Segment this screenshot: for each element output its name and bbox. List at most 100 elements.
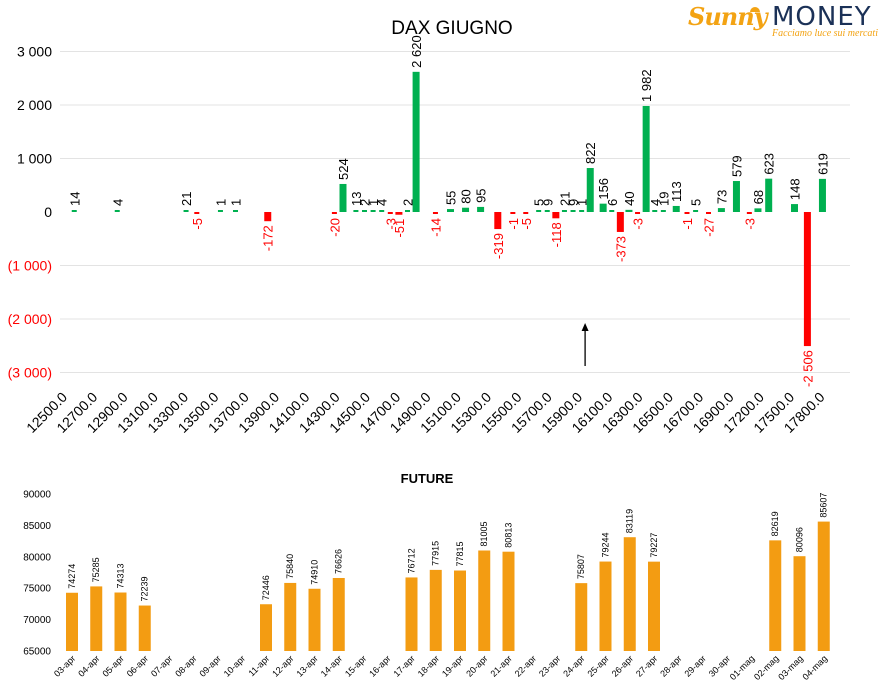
x-tick-label: 01-mag — [728, 653, 757, 682]
bar — [405, 577, 418, 651]
x-tick-label: 17-apr — [391, 653, 416, 678]
data-label: 68 — [751, 190, 766, 204]
data-label: 75807 — [576, 554, 586, 579]
bar — [616, 212, 624, 232]
bar — [552, 212, 560, 219]
x-tick-label: 09-apr — [197, 653, 222, 678]
bar — [684, 212, 690, 214]
x-tick-label: 11-apr — [246, 653, 271, 678]
future-chart-title: FUTURE — [401, 471, 454, 486]
bar — [635, 212, 641, 214]
data-label: 5 — [532, 199, 547, 206]
bar — [432, 212, 438, 214]
x-tick-label: 04-mag — [801, 653, 830, 682]
data-label: 9 — [540, 199, 555, 206]
bar — [561, 210, 567, 212]
bar — [260, 604, 272, 651]
data-label: 74274 — [67, 564, 77, 589]
bar — [570, 210, 576, 212]
data-label: 2 — [401, 199, 416, 206]
data-label: -2 506 — [800, 350, 815, 387]
data-label: 579 — [729, 155, 744, 177]
data-label: 95 — [474, 188, 489, 202]
data-label: 40 — [622, 191, 637, 205]
x-tick-label: 26-apr — [610, 653, 635, 678]
x-tick-label: 23-apr — [537, 653, 562, 678]
bar — [765, 178, 773, 212]
bar — [66, 592, 78, 651]
x-tick-label: 10-apr — [222, 653, 247, 678]
data-label: 1 — [213, 199, 228, 206]
data-label: 113 — [669, 181, 684, 202]
bar — [769, 540, 782, 651]
data-label: -3 — [742, 218, 757, 230]
data-label: -5 — [519, 218, 534, 230]
data-label: 81005 — [479, 521, 489, 546]
sun-icon — [750, 7, 760, 12]
x-tick-label: 15-apr — [343, 653, 368, 678]
data-label: -1 — [506, 218, 521, 230]
data-label: 73 — [714, 190, 729, 204]
data-label: 6 — [605, 199, 620, 206]
data-label: -51 — [392, 219, 407, 238]
bar — [818, 178, 826, 212]
data-label: 1 — [366, 199, 381, 206]
bar — [579, 210, 585, 212]
data-label: 1 982 — [639, 69, 654, 102]
brand-tagline: Facciamo luce sui mercati — [772, 28, 878, 39]
data-label: 13 — [349, 192, 364, 206]
data-label: 72239 — [140, 577, 150, 602]
data-label: 79227 — [649, 533, 659, 558]
data-label: -373 — [613, 236, 628, 262]
data-label: -14 — [428, 218, 443, 237]
data-label: 76712 — [407, 548, 417, 573]
data-label: 77815 — [455, 541, 465, 566]
x-tick-label: 25-apr — [585, 653, 610, 678]
bar — [353, 210, 359, 212]
bar — [625, 209, 633, 212]
data-label: -172 — [261, 225, 276, 251]
x-tick-label: 28-apr — [658, 653, 683, 678]
data-label: 4 — [648, 199, 663, 206]
bar — [609, 210, 615, 212]
y-tick-label: (3 000) — [8, 365, 52, 381]
y-tick-label: 85000 — [23, 521, 51, 532]
bar — [523, 212, 529, 214]
bar — [412, 71, 420, 212]
x-tick-label: 14-apr — [319, 653, 344, 678]
bar — [331, 212, 337, 214]
bar — [264, 212, 272, 222]
data-label: -118 — [549, 222, 564, 247]
brand-name-money: MONEY — [772, 2, 872, 32]
bar — [71, 210, 77, 212]
x-tick-label: 08-apr — [173, 653, 198, 678]
data-label: 4 — [110, 199, 125, 206]
bar — [544, 210, 550, 212]
data-label: -1 — [680, 218, 695, 230]
annotation-arrow-head — [581, 323, 589, 331]
bar — [447, 209, 454, 212]
bar — [370, 210, 376, 212]
bar — [706, 212, 711, 214]
bar — [494, 212, 502, 230]
y-tick-label: 2 000 — [17, 97, 52, 113]
future-chart: 90000 85000 80000 75000 70000 65000 74274 03-ap… — [23, 490, 830, 682]
data-label: 1 — [229, 199, 244, 206]
bar — [510, 212, 516, 214]
data-label: 1 — [575, 199, 590, 206]
data-label: -5 — [190, 218, 205, 230]
data-label: -20 — [327, 218, 342, 237]
bar — [660, 210, 666, 212]
bar — [339, 183, 347, 212]
x-tick-label: 13-apr — [294, 653, 319, 678]
x-tick-label: 18-apr — [416, 653, 441, 678]
data-label: -27 — [702, 218, 717, 237]
data-label: 623 — [762, 153, 777, 175]
bar — [536, 210, 542, 212]
x-tick-label: 20-apr — [464, 653, 489, 678]
data-label: 19 — [656, 192, 671, 206]
data-label: 21 — [179, 192, 194, 206]
bar — [478, 550, 491, 651]
data-label: 75840 — [285, 554, 295, 579]
